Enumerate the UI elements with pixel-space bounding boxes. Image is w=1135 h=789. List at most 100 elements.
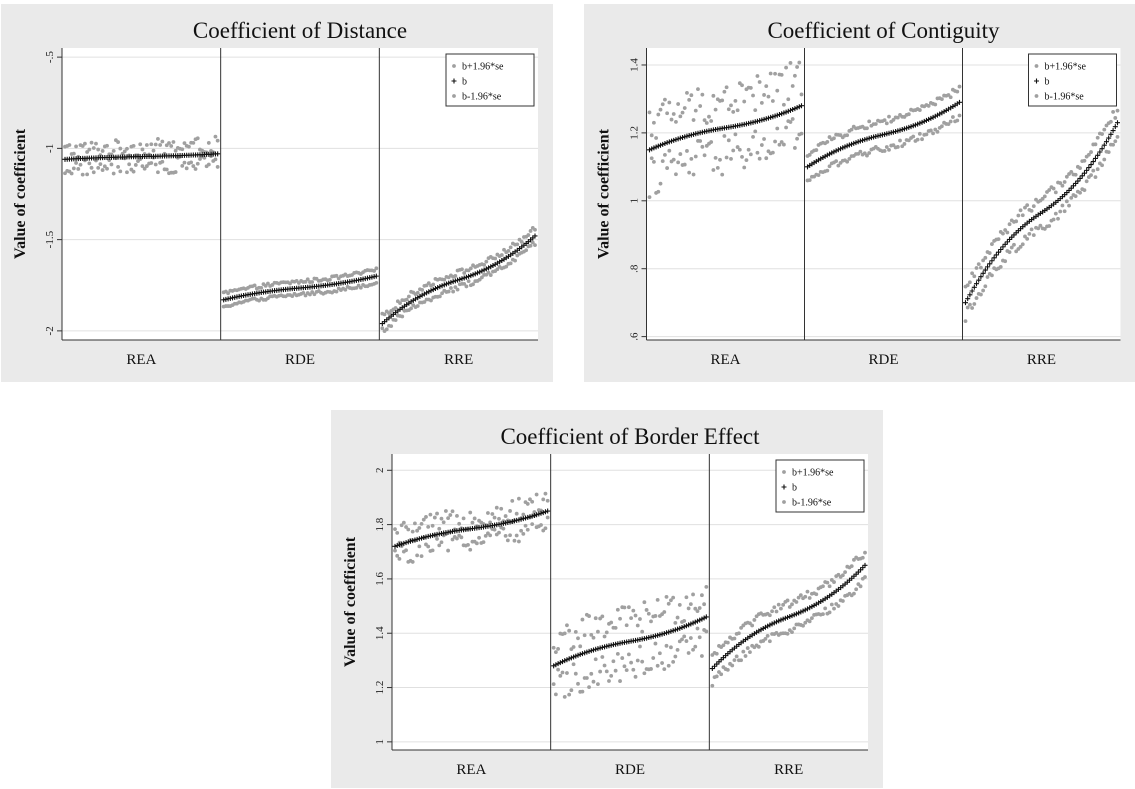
category-label: RDE	[285, 352, 315, 368]
band-point	[736, 631, 741, 636]
band-point	[105, 143, 109, 148]
band-point	[593, 616, 598, 621]
legend-box	[775, 459, 865, 513]
band-point	[553, 692, 558, 697]
band-point	[609, 673, 614, 678]
legend-marker	[781, 484, 787, 490]
band-point	[589, 671, 594, 676]
band-point	[303, 279, 308, 284]
band-point	[468, 510, 473, 515]
legend-label: b-1.96*se	[462, 92, 502, 103]
band-point	[184, 166, 189, 171]
band-point	[729, 156, 733, 161]
band-point	[649, 619, 653, 624]
band-point	[422, 300, 427, 304]
band-point	[1078, 190, 1082, 195]
band-point	[410, 560, 415, 564]
band-point	[788, 120, 793, 124]
estimate-point	[1115, 120, 1120, 126]
band-point	[779, 140, 784, 144]
band-point	[714, 651, 719, 656]
band-point	[867, 151, 872, 155]
band-point	[399, 523, 404, 528]
band-point	[430, 523, 435, 528]
band-point	[524, 248, 529, 253]
band-point	[191, 164, 196, 168]
band-point	[790, 602, 794, 607]
band-point	[781, 602, 786, 607]
band-point	[450, 537, 455, 542]
category-label: REA	[126, 352, 156, 368]
band-point	[530, 499, 535, 504]
band-point	[931, 131, 935, 136]
band-point	[732, 658, 737, 662]
estimate-point	[993, 252, 999, 258]
band-point	[149, 161, 154, 165]
band-point	[406, 527, 411, 532]
band-point	[805, 589, 810, 594]
band-point	[435, 511, 439, 516]
band-point	[660, 102, 665, 107]
band-point	[144, 143, 149, 147]
band-point	[990, 273, 994, 278]
legend-marker	[451, 78, 457, 84]
band-point	[91, 146, 96, 150]
band-point	[479, 275, 484, 280]
band-point	[655, 663, 660, 668]
band-point	[618, 616, 622, 621]
band-point	[89, 165, 94, 170]
band-point	[963, 319, 968, 324]
band-point	[189, 160, 194, 165]
legend-label: b-1.96*se	[1045, 92, 1085, 103]
band-point	[825, 168, 830, 173]
band-point	[533, 227, 537, 232]
band-point	[671, 659, 676, 664]
band-point	[1073, 194, 1078, 199]
band-point	[646, 611, 651, 616]
band-point	[784, 125, 788, 130]
band-point	[756, 644, 761, 649]
band-point	[374, 280, 379, 285]
band-point	[528, 243, 533, 248]
chart-title: Coefficient of Contiguity	[767, 18, 1000, 43]
band-point	[506, 249, 511, 253]
band-point	[649, 133, 654, 138]
band-point	[1084, 179, 1089, 184]
band-point	[415, 290, 420, 295]
band-point	[600, 655, 605, 659]
band-point	[676, 160, 681, 165]
band-point	[455, 513, 459, 518]
legend-label: b+1.96*se	[462, 62, 504, 73]
band-point	[573, 671, 578, 676]
band-point	[906, 112, 911, 117]
band-point	[266, 281, 270, 286]
band-point	[1060, 183, 1065, 188]
band-point	[173, 170, 178, 174]
band-point	[827, 584, 832, 589]
band-point	[1009, 245, 1014, 250]
y-tick-label: 2	[374, 468, 386, 474]
band-point	[440, 291, 444, 296]
band-point	[118, 169, 123, 174]
band-point	[613, 625, 618, 630]
band-point	[691, 118, 696, 122]
band-point	[503, 533, 508, 538]
chart-panel-distance: -2 -1.5 -1 -.5 REA RDE RRE Coefficient of Dista…	[1, 4, 553, 382]
band-point	[948, 119, 953, 124]
band-point	[757, 80, 762, 84]
band-point	[664, 643, 669, 648]
band-point	[618, 679, 622, 683]
band-point	[915, 137, 920, 142]
band-point	[83, 141, 87, 146]
band-point	[453, 274, 458, 278]
band-point	[532, 510, 537, 514]
band-point	[691, 592, 695, 597]
band-point	[530, 240, 535, 245]
band-point	[715, 165, 720, 170]
band-point	[891, 118, 896, 122]
band-point	[111, 148, 116, 153]
band-point	[1038, 223, 1043, 228]
band-point	[556, 647, 560, 651]
band-point	[437, 543, 442, 548]
band-point	[519, 528, 524, 533]
